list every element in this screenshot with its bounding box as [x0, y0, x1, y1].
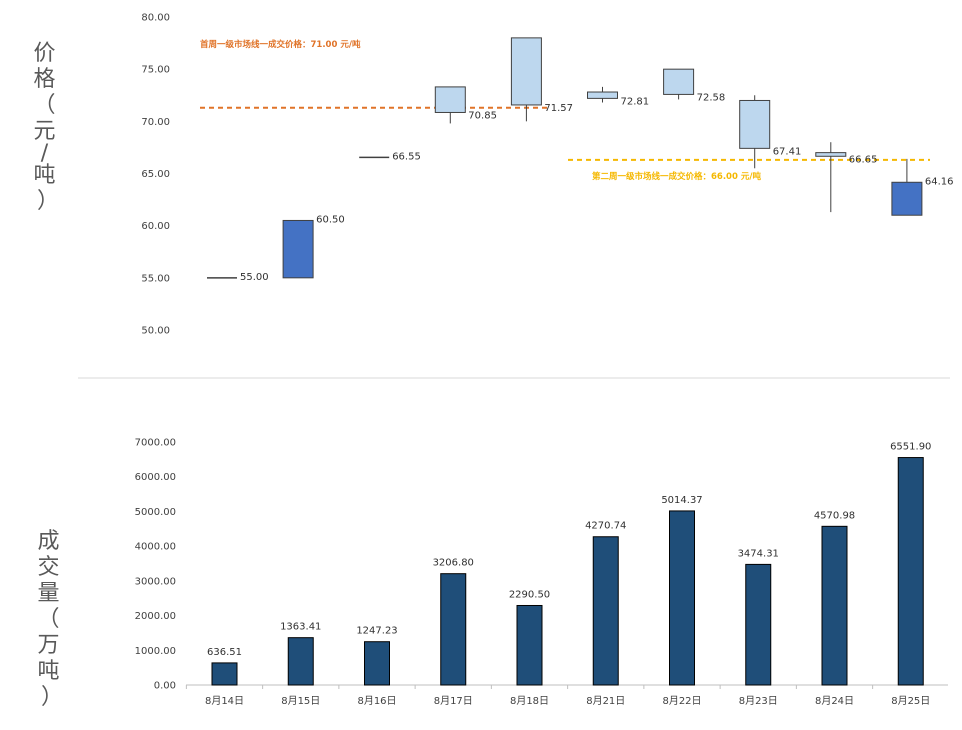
- candlestick: 60.50: [282, 214, 345, 279]
- candle-value-label: 66.55: [392, 151, 421, 162]
- volume-bar: [364, 641, 390, 686]
- volume-value-label: 2290.50: [509, 589, 550, 600]
- candle-body: [739, 99, 771, 149]
- candlestick: 64.16: [891, 158, 954, 216]
- candle-value-label: 71.57: [544, 103, 573, 114]
- candle-body: [434, 86, 466, 113]
- volume-y-tick-label: 4000.00: [135, 542, 176, 553]
- price-axis-title: 价 格 （ 元 / 吨 ）: [33, 41, 62, 214]
- price-y-tick-label: 55.00: [141, 273, 170, 284]
- volume-bar: [211, 662, 238, 686]
- volume-y-tick-label: 1000.00: [135, 646, 176, 657]
- volume-axis-title-char: 交: [37, 555, 59, 580]
- volume-axis-title-char: ）: [41, 685, 63, 710]
- candle-value-label: 72.58: [697, 92, 726, 103]
- candle-value-label: 55.00: [240, 272, 269, 283]
- first-week-reference-label: 首周一级市场线一成交价格：71.00 元/吨: [200, 39, 361, 50]
- volume-y-tick-label: 3000.00: [135, 576, 176, 587]
- price-y-tick-label: 70.00: [141, 117, 170, 128]
- candlestick: 71.57: [510, 37, 573, 122]
- volume-value-label: 5014.37: [661, 495, 702, 506]
- volume-bar: [516, 604, 543, 686]
- second-week-reference-label: 第二周一级市场线一成交价格：66.00 元/吨: [592, 171, 761, 182]
- volume-bar: [287, 637, 314, 686]
- volume-value-label: 3474.31: [738, 548, 779, 559]
- volume-value-label: 1363.41: [280, 622, 321, 633]
- volume-bar: [440, 573, 467, 686]
- candlestick: 70.85: [434, 86, 497, 124]
- candle-body: [510, 37, 542, 106]
- volume-x-tick-label: 8月24日: [815, 695, 854, 707]
- volume-x-tick-label: 8月14日: [205, 695, 244, 707]
- volume-bar: [821, 525, 848, 686]
- price-axis-title-char: 价: [33, 41, 55, 66]
- volume-x-tick-label: 8月21日: [586, 695, 625, 707]
- volume-x-tick-label: 8月15日: [281, 695, 320, 707]
- volume-bar: [745, 563, 772, 686]
- price-y-tick-label: 80.00: [141, 13, 170, 24]
- candlestick: 67.41: [739, 95, 802, 169]
- candle-value-label: 66.65: [849, 154, 878, 165]
- candlestick: 72.58: [663, 68, 726, 103]
- candle-body: [587, 91, 618, 99]
- volume-axis-title-char: 成: [37, 529, 59, 554]
- volume-bar: [592, 536, 619, 686]
- volume-bar-chart: 成 交 量 （ 万 吨 ） 0.00 1000.00 2000.00 3000.00 4…: [37, 438, 948, 710]
- volume-y-tick-label: 6000.00: [135, 472, 176, 483]
- candle-value-label: 67.41: [773, 146, 802, 157]
- candlestick: 72.81: [587, 86, 650, 107]
- volume-axis-title-char: 量: [37, 581, 59, 606]
- volume-x-tick-label: 8月25日: [891, 695, 930, 707]
- price-y-tick-label: 75.00: [141, 65, 170, 76]
- candle-value-label: 60.50: [316, 214, 345, 225]
- volume-y-tick-label: 2000.00: [135, 611, 176, 622]
- volume-axis-title-char: 万: [37, 633, 59, 658]
- price-axis-title-char: ）: [37, 189, 59, 214]
- volume-bar: [669, 510, 695, 686]
- volume-value-label: 3206.80: [433, 558, 474, 569]
- volume-value-label: 1247.23: [356, 626, 397, 637]
- price-axis-title-char: 格: [33, 67, 55, 92]
- candlestick: 66.65: [815, 142, 878, 213]
- candle-body: [282, 219, 314, 279]
- volume-bar: [897, 457, 924, 686]
- candle-value-label: 64.16: [925, 176, 954, 187]
- price-y-tick-label: 50.00: [141, 326, 170, 337]
- volume-x-tick-label: 8月23日: [739, 695, 778, 707]
- volume-x-tick-label: 8月22日: [662, 695, 701, 707]
- candle-value-label: 70.85: [468, 110, 497, 121]
- price-y-tick-label: 65.00: [141, 169, 170, 180]
- volume-value-label: 636.51: [207, 647, 242, 658]
- volume-x-tick-label: 8月18日: [510, 695, 549, 707]
- volume-y-tick-label: 5000.00: [135, 507, 176, 518]
- candle-body: [663, 68, 695, 95]
- candlestick: 55.00: [207, 272, 269, 283]
- price-axis-title-char: /: [41, 141, 49, 166]
- volume-value-label: 4270.74: [585, 521, 626, 532]
- volume-x-tick-label: 8月17日: [434, 695, 473, 707]
- candle-value-label: 72.81: [621, 96, 650, 107]
- price-axis-title-char: 吨: [33, 163, 55, 188]
- price-y-tick-label: 60.00: [141, 221, 170, 232]
- volume-y-tick-label: 0.00: [154, 681, 176, 692]
- volume-axis-title-char: 吨: [37, 659, 59, 684]
- candle-body: [891, 181, 923, 216]
- price-axis-title-char: 元: [33, 119, 55, 144]
- volume-y-tick-label: 7000.00: [135, 438, 176, 449]
- volume-value-label: 6551.90: [890, 442, 931, 453]
- candle-body: [815, 152, 847, 157]
- candlestick: 66.55: [359, 151, 421, 162]
- price-axis-title-char: （: [33, 93, 55, 118]
- volume-axis-title: 成 交 量 （ 万 吨 ）: [37, 529, 66, 710]
- volume-x-tick-label: 8月16日: [357, 695, 396, 707]
- volume-value-label: 4570.98: [814, 510, 855, 521]
- volume-axis-title-char: （: [37, 607, 59, 632]
- price-candlestick-chart: 价 格 （ 元 / 吨 ） 50.00 55.00 60.00 65.00 70.00 7…: [33, 13, 953, 337]
